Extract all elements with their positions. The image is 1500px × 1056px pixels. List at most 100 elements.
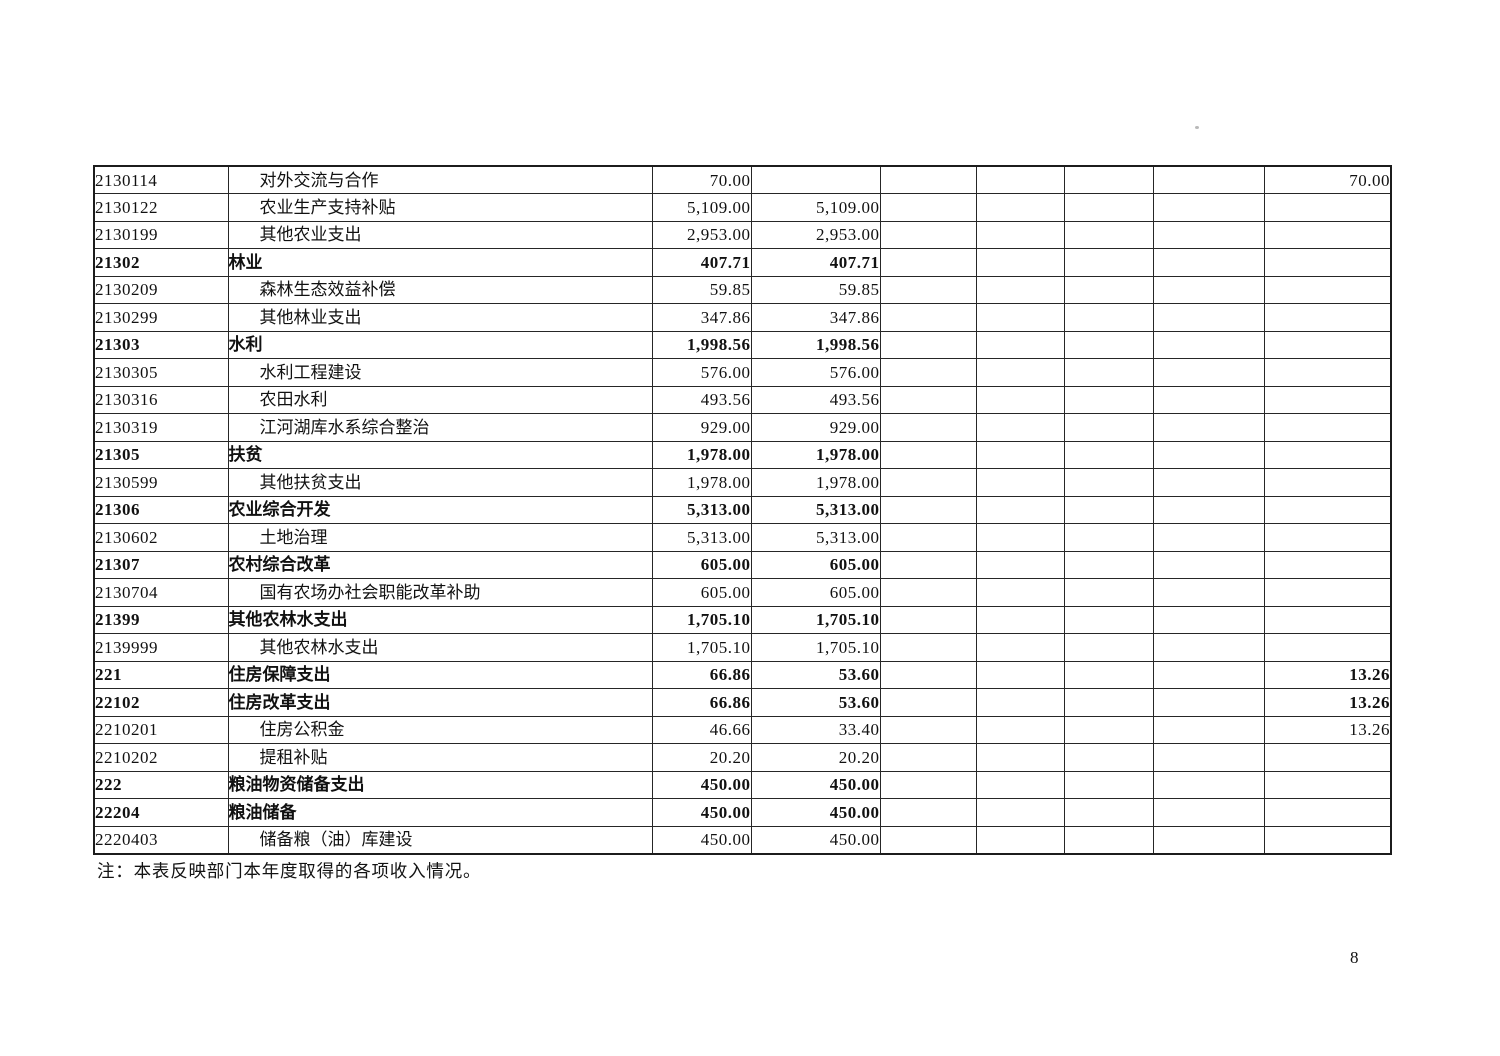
- value-cell: [1263, 275, 1392, 304]
- value-cell: [1152, 413, 1265, 442]
- value-cell: [1152, 385, 1265, 414]
- code-cell: 21302: [93, 248, 229, 277]
- value-cell: 70.00: [651, 165, 752, 194]
- name-cell: 林业: [227, 248, 653, 277]
- value-cell: 1,978.00: [651, 440, 752, 469]
- value-cell: [879, 275, 977, 304]
- value-cell: [879, 440, 977, 469]
- name-cell: 国有农场办社会职能改革补助: [227, 578, 653, 607]
- value-cell: [1063, 303, 1154, 332]
- value-cell: [975, 743, 1065, 772]
- value-cell: 5,109.00: [750, 193, 881, 222]
- value-cell: [1263, 413, 1392, 442]
- value-cell: [1063, 743, 1154, 772]
- value-cell: [975, 660, 1065, 689]
- value-cell: [1263, 633, 1392, 662]
- code-cell: 22102: [93, 688, 229, 717]
- value-cell: 70.00: [1263, 165, 1392, 194]
- value-cell: 1,705.10: [750, 633, 881, 662]
- value-cell: [1063, 523, 1154, 552]
- value-cell: [879, 605, 977, 634]
- value-cell: 5,109.00: [651, 193, 752, 222]
- value-cell: [1152, 578, 1265, 607]
- value-cell: 1,705.10: [750, 605, 881, 634]
- value-cell: 605.00: [750, 578, 881, 607]
- table-row: 2130704 国有农场办社会职能改革补助 605.00 605.00: [93, 578, 1392, 607]
- name-cell: 土地治理: [227, 523, 653, 552]
- value-cell: [750, 165, 881, 194]
- value-cell: 53.60: [750, 660, 881, 689]
- value-cell: [1263, 220, 1392, 249]
- value-cell: [1152, 468, 1265, 497]
- value-cell: [1063, 220, 1154, 249]
- table-row: 21305 扶贫 1,978.00 1,978.00: [93, 440, 1392, 469]
- value-cell: [1063, 770, 1154, 799]
- name-cell: 粮油储备: [227, 798, 653, 827]
- name-cell: 农业综合开发: [227, 495, 653, 524]
- value-cell: [1152, 798, 1265, 827]
- value-cell: [1063, 165, 1154, 194]
- value-cell: 407.71: [651, 248, 752, 277]
- value-cell: [1063, 550, 1154, 579]
- value-cell: [1152, 715, 1265, 744]
- value-cell: [1263, 385, 1392, 414]
- name-cell: 对外交流与合作: [227, 165, 653, 194]
- value-cell: 1,998.56: [750, 330, 881, 359]
- value-cell: [1063, 495, 1154, 524]
- value-cell: 13.26: [1263, 715, 1392, 744]
- value-cell: [879, 825, 977, 854]
- value-cell: [1263, 495, 1392, 524]
- value-cell: [1263, 330, 1392, 359]
- value-cell: [975, 413, 1065, 442]
- value-cell: 1,978.00: [651, 468, 752, 497]
- value-cell: 493.56: [750, 385, 881, 414]
- table-row: 21303 水利 1,998.56 1,998.56: [93, 330, 1392, 359]
- value-cell: 347.86: [651, 303, 752, 332]
- value-cell: [879, 688, 977, 717]
- value-cell: 2,953.00: [651, 220, 752, 249]
- value-cell: 66.86: [651, 660, 752, 689]
- code-cell: 2130299: [93, 303, 229, 332]
- value-cell: 605.00: [651, 578, 752, 607]
- name-cell: 粮油物资储备支出: [227, 770, 653, 799]
- value-cell: [1063, 193, 1154, 222]
- code-cell: 22204: [93, 798, 229, 827]
- name-cell: 扶贫: [227, 440, 653, 469]
- value-cell: [1152, 605, 1265, 634]
- page-number: 8: [1350, 948, 1359, 967]
- table-row: 2210201 住房公积金 46.66 33.40 13.26: [93, 715, 1392, 744]
- code-cell: 2130599: [93, 468, 229, 497]
- table-row: 2130299 其他林业支出 347.86 347.86: [93, 303, 1392, 332]
- value-cell: [1152, 523, 1265, 552]
- value-cell: [879, 220, 977, 249]
- name-cell: 住房改革支出: [227, 688, 653, 717]
- table-note: 注：本表反映部门本年度取得的各项收入情况。: [97, 861, 482, 881]
- value-cell: [1063, 633, 1154, 662]
- code-cell: 2130199: [93, 220, 229, 249]
- name-cell: 住房公积金: [227, 715, 653, 744]
- table-row: 2220403 储备粮（油）库建设 450.00 450.00: [93, 825, 1392, 854]
- value-cell: [1263, 303, 1392, 332]
- table-row: 21399 其他农林水支出 1,705.10 1,705.10: [93, 605, 1392, 634]
- value-cell: [1263, 825, 1392, 854]
- value-cell: [879, 165, 977, 194]
- value-cell: 407.71: [750, 248, 881, 277]
- name-cell: 其他林业支出: [227, 303, 653, 332]
- value-cell: 5,313.00: [750, 495, 881, 524]
- value-cell: [879, 743, 977, 772]
- code-cell: 2130316: [93, 385, 229, 414]
- value-cell: [1152, 220, 1265, 249]
- value-cell: [1263, 605, 1392, 634]
- value-cell: 5,313.00: [651, 495, 752, 524]
- value-cell: [879, 330, 977, 359]
- table-row: 2130114 对外交流与合作 70.00 70.00: [93, 165, 1392, 194]
- code-cell: 2220403: [93, 825, 229, 854]
- value-cell: 1,705.10: [651, 605, 752, 634]
- value-cell: [1063, 578, 1154, 607]
- value-cell: [1152, 303, 1265, 332]
- value-cell: [879, 385, 977, 414]
- name-cell: 江河湖库水系综合整治: [227, 413, 653, 442]
- value-cell: [1063, 275, 1154, 304]
- table-row: 2130599 其他扶贫支出 1,978.00 1,978.00: [93, 468, 1392, 497]
- value-cell: [975, 303, 1065, 332]
